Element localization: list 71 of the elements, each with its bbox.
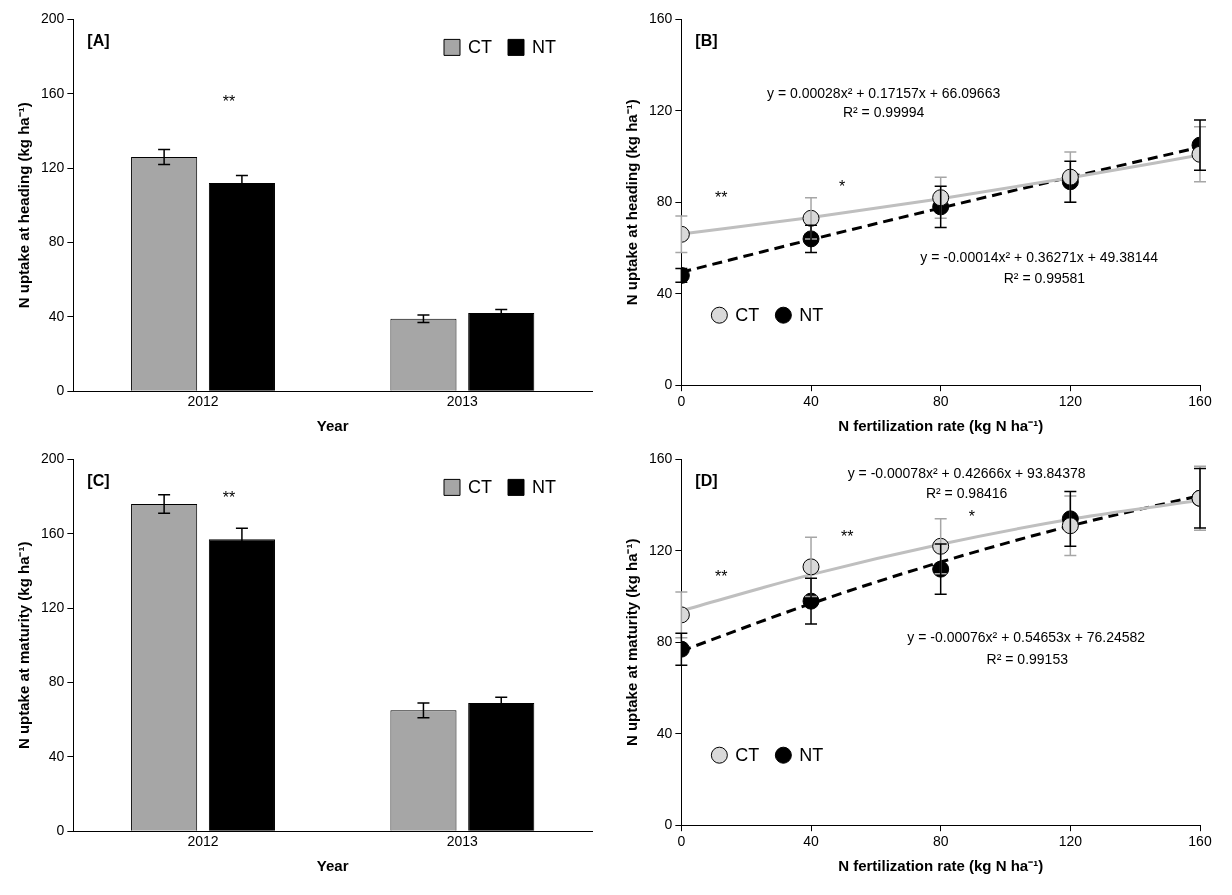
annotation: y = -0.00014x² + 0.36271x + 49.38144 xyxy=(920,249,1159,266)
annotation: * xyxy=(839,178,846,196)
y-tick-label: 0 xyxy=(56,382,65,399)
legend-label: CT xyxy=(468,37,493,58)
annotation: R² = 0.99153 xyxy=(986,650,1069,667)
y-tick-label: 80 xyxy=(48,233,65,250)
annotation: [A] xyxy=(87,31,110,49)
legend-label: NT xyxy=(799,305,824,326)
y-tick-label: 120 xyxy=(41,158,65,175)
annotation: y = 0.00028x² + 0.17157x + 66.09663 xyxy=(767,85,1001,102)
x-tick-label: 2013 xyxy=(446,393,479,410)
legend-label: CT xyxy=(468,477,493,498)
y-tick-label: 120 xyxy=(649,101,673,118)
x-tick-label: 160 xyxy=(1188,393,1212,410)
y-tick-label: 160 xyxy=(649,450,673,467)
y-tick-label: 80 xyxy=(48,673,65,690)
x-axis-title: N fertilization rate (kg N ha⁻¹) xyxy=(838,857,1044,875)
x-tick-label: 2012 xyxy=(187,833,219,850)
annotation: ** xyxy=(715,189,728,207)
legend-label: NT xyxy=(799,745,824,766)
y-tick-label: 40 xyxy=(48,747,65,764)
y-tick-label: 0 xyxy=(664,816,673,833)
x-tick-label: 40 xyxy=(803,833,820,850)
y-tick-label: 200 xyxy=(41,10,65,27)
annotation: y = -0.00078x² + 0.42666x + 93.84378 xyxy=(847,464,1086,481)
legend-label: NT xyxy=(532,37,557,58)
x-tick-label: 2013 xyxy=(446,833,479,850)
x-tick-label: 80 xyxy=(932,393,949,410)
y-axis-title: N uptake at maturity (kg ha⁻¹) xyxy=(15,541,33,750)
legend-label: CT xyxy=(735,305,760,326)
legend-label: NT xyxy=(532,477,557,498)
y-tick-label: 80 xyxy=(656,193,673,210)
x-axis-title: Year xyxy=(316,417,349,435)
y-tick-label: 80 xyxy=(656,633,673,650)
y-tick-label: 160 xyxy=(649,10,673,27)
annotation: y = -0.00076x² + 0.54653x + 76.24582 xyxy=(907,629,1146,646)
annotation: R² = 0.99581 xyxy=(1003,270,1086,287)
annotation: ** xyxy=(222,489,236,507)
y-tick-label: 200 xyxy=(41,450,65,467)
x-tick-label: 160 xyxy=(1188,833,1212,850)
annotation: [B] xyxy=(695,31,718,49)
y-tick-label: 40 xyxy=(48,307,65,324)
annotation: R² = 0.98416 xyxy=(925,485,1008,502)
x-tick-label: 120 xyxy=(1058,833,1083,850)
annotation: [C] xyxy=(87,471,110,489)
y-tick-label: 160 xyxy=(41,524,65,541)
annotation: [D] xyxy=(695,471,718,489)
x-tick-label: 120 xyxy=(1058,393,1083,410)
y-tick-label: 160 xyxy=(41,84,65,101)
y-axis-title: N uptake at heading (kg ha⁻¹) xyxy=(623,99,641,306)
annotation: ** xyxy=(715,567,728,585)
y-tick-label: 40 xyxy=(656,724,673,741)
y-tick-label: 40 xyxy=(656,284,673,301)
x-tick-label: 80 xyxy=(932,833,949,850)
x-tick-label: 40 xyxy=(803,393,820,410)
y-tick-label: 120 xyxy=(41,598,65,615)
x-axis-title: Year xyxy=(316,857,349,875)
y-axis-title: N uptake at maturity (kg ha⁻¹) xyxy=(623,538,641,747)
annotation: R² = 0.99994 xyxy=(842,104,925,121)
legend-label: CT xyxy=(735,745,760,766)
annotation: * xyxy=(968,507,975,525)
annotation: ** xyxy=(841,528,854,546)
x-tick-label: 0 xyxy=(677,833,686,850)
y-tick-label: 0 xyxy=(664,376,673,393)
annotation: ** xyxy=(222,93,236,111)
x-tick-label: 2012 xyxy=(187,393,219,410)
y-tick-label: 120 xyxy=(649,541,673,558)
y-tick-label: 0 xyxy=(56,822,65,839)
x-tick-label: 0 xyxy=(677,393,686,410)
y-axis-title: N uptake at heading (kg ha⁻¹) xyxy=(15,102,33,309)
x-axis-title: N fertilization rate (kg N ha⁻¹) xyxy=(838,417,1044,435)
